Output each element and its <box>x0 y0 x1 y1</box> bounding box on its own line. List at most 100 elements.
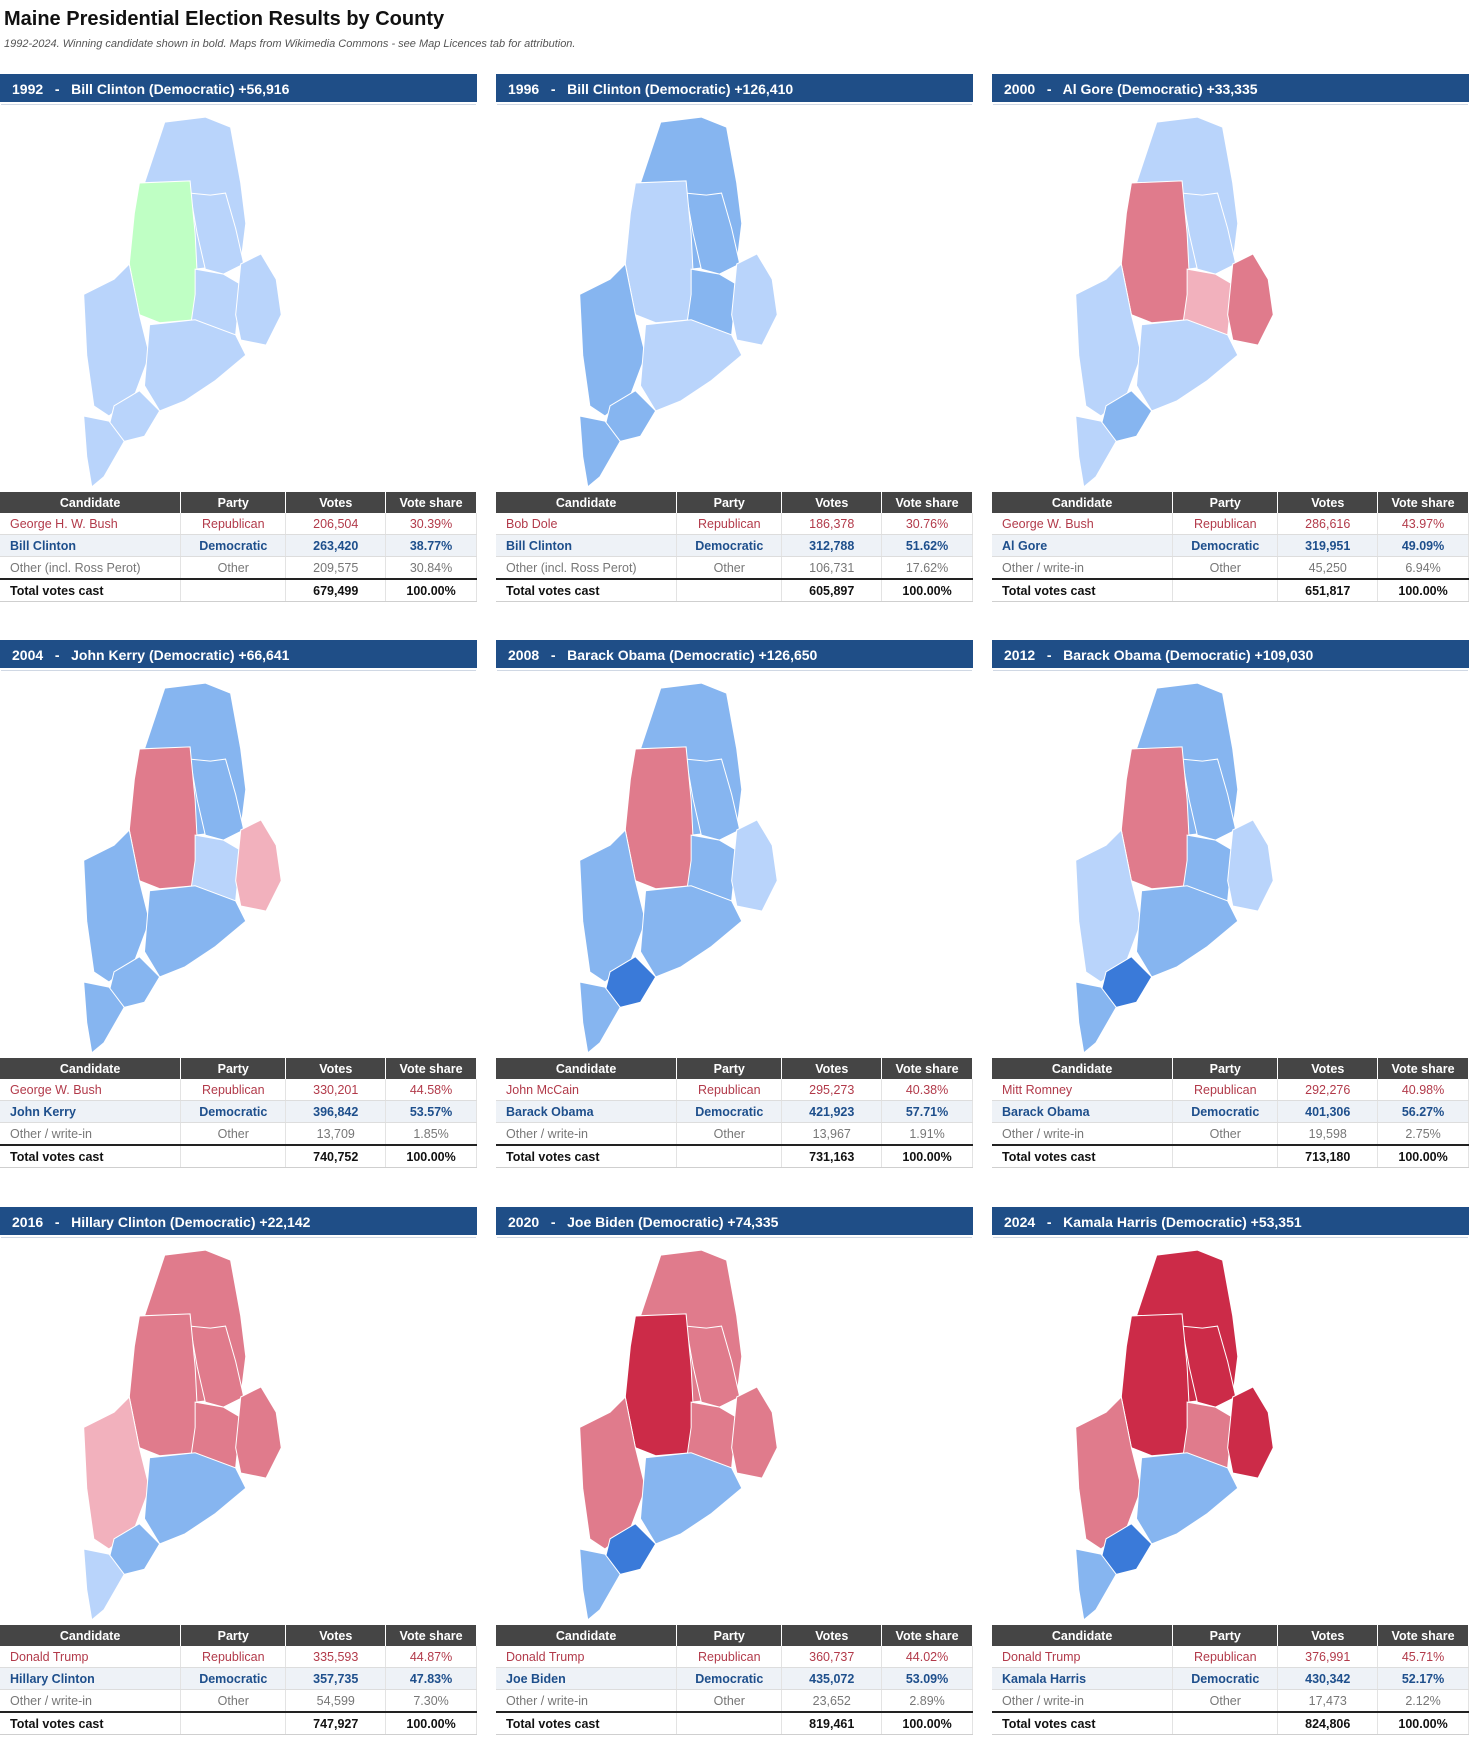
column-header: Votes <box>781 492 883 513</box>
party: Democratic <box>1172 1667 1279 1690</box>
county-region-south <box>83 981 125 1054</box>
vote-share: 47.83% <box>385 1667 477 1690</box>
county-region-downeast <box>731 819 778 912</box>
votes: 819,461 <box>781 1711 883 1735</box>
candidate-row: George H. W. Bush Republican 206,504 30.39% <box>0 513 477 535</box>
vote-share: 49.09% <box>1377 534 1469 557</box>
candidate-row: Other / write-in Other 19,598 2.75% <box>992 1122 1469 1146</box>
party <box>180 578 287 602</box>
vote-share: 100.00% <box>881 1711 973 1735</box>
column-header: Candidate <box>496 492 678 513</box>
votes: 295,273 <box>781 1079 883 1101</box>
total-row: Total votes cast 731,163 100.00% <box>496 1144 973 1168</box>
vote-share: 1.91% <box>881 1122 973 1146</box>
vote-share: 2.75% <box>1377 1122 1469 1146</box>
column-header: Candidate <box>992 1058 1174 1079</box>
party: Republican <box>1172 1646 1279 1668</box>
candidate-name: Bill Clinton <box>496 534 678 557</box>
column-header: Vote share <box>385 1058 477 1079</box>
election-panel: 2016 - Hillary Clinton (Democratic) +22,… <box>0 1207 477 1735</box>
maine-map <box>579 1249 778 1621</box>
candidate-name: Joe Biden <box>496 1667 678 1690</box>
candidate-row: Other (incl. Ross Perot) Other 106,731 17.6… <box>496 556 973 580</box>
results-table: Candidate Party Votes Vote share George W. B… <box>992 492 1469 602</box>
county-region-downeast <box>1227 253 1274 346</box>
election-panel: 1996 - Bill Clinton (Democratic) +126,41… <box>496 74 973 602</box>
election-header: 1996 - Bill Clinton (Democratic) +126,41… <box>496 74 973 104</box>
total-row: Total votes cast 679,499 100.00% <box>0 578 477 602</box>
county-region-central <box>624 1313 694 1457</box>
vote-share: 100.00% <box>881 578 973 602</box>
county-map <box>992 1237 1469 1621</box>
vote-share: 30.39% <box>385 513 477 535</box>
party: Other <box>676 556 783 580</box>
candidate-row: Other / write-in Other 54,599 7.30% <box>0 1689 477 1713</box>
party: Other <box>180 1122 287 1146</box>
candidate-name: Mitt Romney <box>992 1079 1174 1101</box>
candidate-row: Other / write-in Other 17,473 2.12% <box>992 1689 1469 1713</box>
votes: 713,180 <box>1277 1144 1379 1168</box>
candidate-row: George W. Bush Republican 286,616 43.97% <box>992 513 1469 535</box>
county-region-central <box>128 1313 198 1457</box>
vote-share: 100.00% <box>1377 578 1469 602</box>
total-row: Total votes cast 713,180 100.00% <box>992 1144 1469 1168</box>
column-header: Candidate <box>0 1625 182 1646</box>
votes: 335,593 <box>285 1646 387 1668</box>
results-table: Candidate Party Votes Vote share Bob Dole Rep… <box>496 492 973 602</box>
column-header: Party <box>180 1058 287 1079</box>
vote-share: 40.98% <box>1377 1079 1469 1101</box>
candidate-name: Al Gore <box>992 534 1174 557</box>
party: Democratic <box>1172 1100 1279 1123</box>
column-header: Party <box>676 1058 783 1079</box>
candidate-name: George W. Bush <box>0 1079 182 1101</box>
county-region-central <box>128 180 198 324</box>
election-header: 2016 - Hillary Clinton (Democratic) +22,… <box>0 1207 477 1237</box>
votes: 651,817 <box>1277 578 1379 602</box>
county-map <box>992 670 1469 1054</box>
votes: 740,752 <box>285 1144 387 1168</box>
party: Republican <box>676 1646 783 1668</box>
column-header: Candidate <box>0 492 182 513</box>
candidate-name: Other / write-in <box>992 1122 1174 1146</box>
party: Republican <box>1172 513 1279 535</box>
party <box>676 578 783 602</box>
votes: 747,927 <box>285 1711 387 1735</box>
results-table: Candidate Party Votes Vote share John McCain… <box>496 1058 973 1168</box>
candidate-row: Bob Dole Republican 186,378 30.76% <box>496 513 973 535</box>
county-map <box>496 104 973 488</box>
vote-share: 2.12% <box>1377 1689 1469 1713</box>
election-header: 2020 - Joe Biden (Democratic) +74,335 <box>496 1207 973 1237</box>
county-region-west <box>83 1395 151 1550</box>
vote-share: 1.85% <box>385 1122 477 1146</box>
party: Democratic <box>676 1667 783 1690</box>
candidate-name: Total votes cast <box>496 1144 678 1168</box>
party: Democratic <box>180 534 287 557</box>
county-region-central <box>1120 180 1190 324</box>
county-map <box>0 104 477 488</box>
column-header: Party <box>676 492 783 513</box>
candidate-name: Other / write-in <box>496 1122 678 1146</box>
votes: 209,575 <box>285 556 387 580</box>
election-header: 2024 - Kamala Harris (Democratic) +53,35… <box>992 1207 1469 1237</box>
total-row: Total votes cast 824,806 100.00% <box>992 1711 1469 1735</box>
county-region-west <box>83 262 151 417</box>
party: Democratic <box>1172 534 1279 557</box>
column-header: Candidate <box>992 492 1174 513</box>
candidate-name: Total votes cast <box>992 1144 1174 1168</box>
candidate-row: Barack Obama Democratic 401,306 56.27% <box>992 1100 1469 1123</box>
votes: 319,951 <box>1277 534 1379 557</box>
party <box>676 1711 783 1735</box>
votes: 376,991 <box>1277 1646 1379 1668</box>
candidate-name: Other / write-in <box>496 1689 678 1713</box>
vote-share: 100.00% <box>385 578 477 602</box>
candidate-name: Kamala Harris <box>992 1667 1174 1690</box>
column-header: Votes <box>781 1625 883 1646</box>
votes: 206,504 <box>285 513 387 535</box>
candidate-name: Other / write-in <box>0 1689 182 1713</box>
candidate-row: Joe Biden Democratic 435,072 53.09% <box>496 1667 973 1690</box>
candidate-row: John Kerry Democratic 396,842 53.57% <box>0 1100 477 1123</box>
vote-share: 2.89% <box>881 1689 973 1713</box>
column-header: Votes <box>1277 492 1379 513</box>
votes: 13,709 <box>285 1122 387 1146</box>
county-map <box>496 670 973 1054</box>
